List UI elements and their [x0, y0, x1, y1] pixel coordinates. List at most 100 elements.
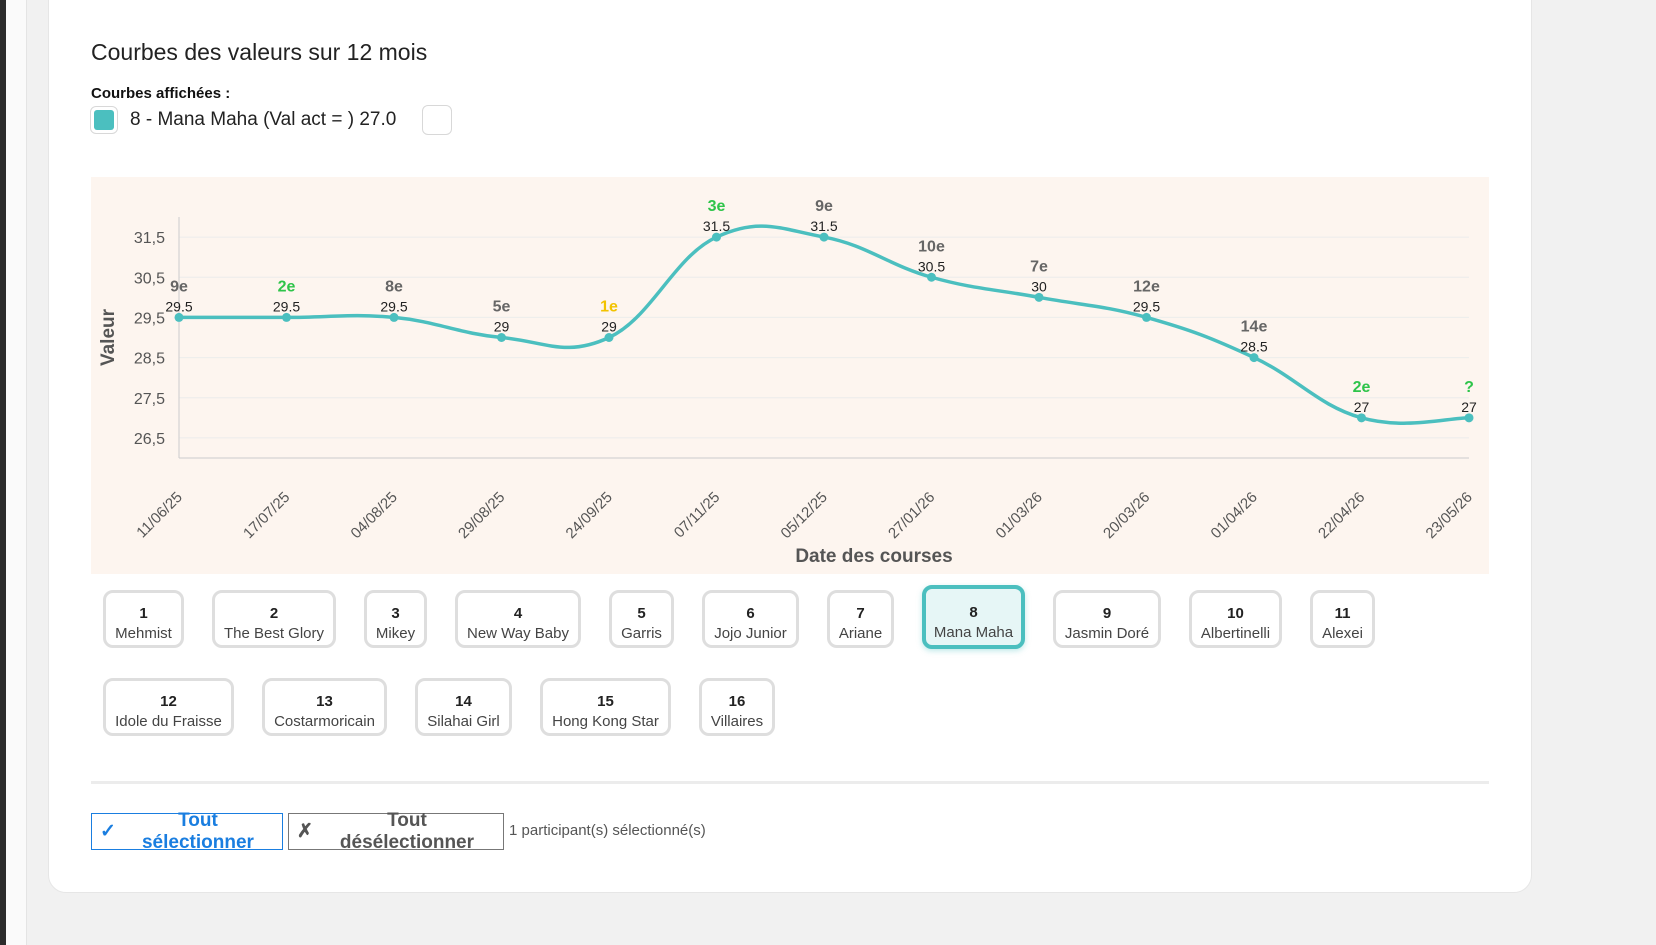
y-tick-label: 29,5	[134, 310, 165, 327]
rank-label: 10e	[918, 238, 945, 255]
deselect-all-button[interactable]: ✗ Tout désélectionner	[288, 810, 504, 853]
select-all-button[interactable]: ✓ Tout sélectionner	[91, 810, 283, 853]
data-point	[282, 312, 291, 322]
legend-color-swatch	[94, 110, 114, 130]
participant-name: Albertinelli	[1200, 625, 1271, 642]
rank-label: 9e	[815, 198, 833, 215]
participant-chip[interactable]: 15 Hong Kong Star	[540, 678, 671, 736]
legend-checkbox[interactable]	[90, 106, 118, 134]
rank-label: 2e	[1353, 379, 1371, 396]
selected-count: 1 participant(s) sélectionné(s)	[509, 822, 706, 839]
participant-name: Jojo Junior	[714, 625, 787, 642]
data-point	[1357, 413, 1366, 423]
participant-name: Villaires	[710, 713, 764, 730]
participant-chip[interactable]: 1 Mehmist	[103, 590, 184, 648]
data-value-label: 27	[1354, 399, 1370, 415]
data-value-label: 31.5	[810, 218, 837, 234]
participant-number: 15	[597, 693, 614, 710]
legend-empty-checkbox[interactable]	[422, 105, 453, 135]
data-point	[1249, 353, 1259, 363]
data-point	[927, 272, 936, 282]
data-value-label: 29	[494, 319, 510, 335]
data-point	[1464, 413, 1474, 423]
data-value-label: 29.5	[273, 298, 300, 314]
select-all-label: Tout sélectionner	[141, 809, 254, 853]
participant-chip[interactable]: 10 Albertinelli	[1189, 590, 1282, 648]
data-value-label: 29.5	[380, 298, 407, 314]
participant-name: Idole du Fraisse	[115, 713, 222, 730]
participant-number: 11	[1334, 605, 1351, 622]
participant-name: Garris	[621, 625, 662, 642]
participant-chip[interactable]: 13 Costarmoricain	[262, 678, 387, 736]
value-chart: 31,5 30,5 29,5 28,5 27,5 26,5 Valeur Date des c…	[91, 177, 1489, 574]
rank-label: 14e	[1241, 319, 1268, 336]
cross-icon: ✗	[297, 821, 313, 842]
data-value-label: 29.5	[1133, 298, 1160, 314]
participant-name: Mikey	[375, 625, 416, 642]
x-axis-title: Date des courses	[795, 546, 952, 567]
participant-chip[interactable]: 7 Ariane	[827, 590, 894, 648]
data-point	[819, 232, 829, 242]
participant-name: Hong Kong Star	[552, 713, 659, 730]
rank-label: 5e	[493, 299, 511, 316]
participant-chip[interactable]: 5 Garris	[609, 590, 674, 648]
participant-name: New Way Baby	[467, 625, 569, 642]
rank-label: 3e	[708, 198, 726, 215]
data-point	[1034, 292, 1044, 302]
section-divider	[91, 781, 1489, 784]
participant-number: 12	[160, 693, 177, 710]
y-tick-label: 31,5	[134, 230, 165, 247]
participant-chip[interactable]: 12 Idole du Fraisse	[103, 678, 234, 736]
data-value-label: 28.5	[1240, 339, 1267, 355]
data-point	[389, 312, 399, 322]
participant-number: 6	[746, 605, 755, 622]
participant-name: Mehmist	[115, 625, 172, 642]
data-value-label: 31.5	[703, 218, 730, 234]
participant-number: 16	[728, 693, 746, 710]
data-value-label: 30	[1031, 278, 1047, 294]
participant-chip[interactable]: 9 Jasmin Doré	[1053, 590, 1161, 648]
page-gutter	[6, 0, 27, 945]
participant-name: Costarmoricain	[274, 713, 375, 730]
chart-svg: 31,5 30,5 29,5 28,5 27,5 26,5 Valeur Date des c…	[91, 177, 1489, 574]
participant-chip[interactable]: 2 The Best Glory	[212, 590, 336, 648]
rank-label: 1e	[600, 299, 618, 316]
data-value-label: 29.5	[165, 298, 192, 314]
participant-name: The Best Glory	[223, 625, 325, 642]
deselect-all-label: Tout désélectionner	[339, 809, 475, 853]
shown-curves-label: Courbes affichées :	[91, 85, 231, 102]
data-value-label: 30.5	[918, 258, 945, 274]
participant-number: 2	[269, 605, 279, 622]
participant-number: 7	[856, 605, 865, 622]
rank-label: 8e	[385, 278, 403, 295]
legend-row: 8 - Mana Maha (Val act = ) 27.0	[90, 104, 453, 136]
participant-chip[interactable]: 16 Villaires	[699, 678, 775, 736]
participant-chip[interactable]: 6 Jojo Junior	[702, 590, 799, 648]
participant-name: Alexei	[1322, 625, 1363, 642]
app-left-edge	[0, 0, 6, 945]
participant-number: 13	[316, 693, 333, 710]
rank-label: 7e	[1030, 258, 1048, 275]
y-tick-label: 30,5	[134, 270, 165, 287]
participant-name: Ariane	[838, 625, 883, 642]
check-icon: ✓	[100, 821, 116, 842]
y-tick-label: 26,5	[134, 431, 165, 448]
participant-chip[interactable]: 14 Silahai Girl	[415, 678, 512, 736]
data-point	[604, 333, 614, 342]
data-value-label: 27	[1461, 399, 1477, 415]
participant-chip[interactable]: 4 New Way Baby	[455, 590, 581, 648]
legend-entry-text: 8 - Mana Maha (Val act = ) 27.0	[130, 109, 397, 130]
participant-chip[interactable]: 8 Mana Maha	[922, 585, 1025, 649]
participant-number: 9	[1102, 605, 1112, 622]
y-tick-label: 28,5	[134, 351, 165, 368]
participant-chip[interactable]: 11 Alexei	[1310, 590, 1375, 648]
participant-number: 14	[455, 693, 472, 710]
participant-name: Silahai Girl	[427, 713, 500, 730]
participant-number: 5	[637, 605, 646, 622]
participant-number: 8	[969, 604, 978, 621]
participant-number: 4	[513, 605, 523, 622]
participant-chip[interactable]: 3 Mikey	[364, 590, 427, 648]
participant-number: 3	[391, 605, 400, 622]
rank-label: 9e	[170, 278, 188, 295]
page-title: Courbes des valeurs sur 12 mois	[91, 39, 428, 65]
